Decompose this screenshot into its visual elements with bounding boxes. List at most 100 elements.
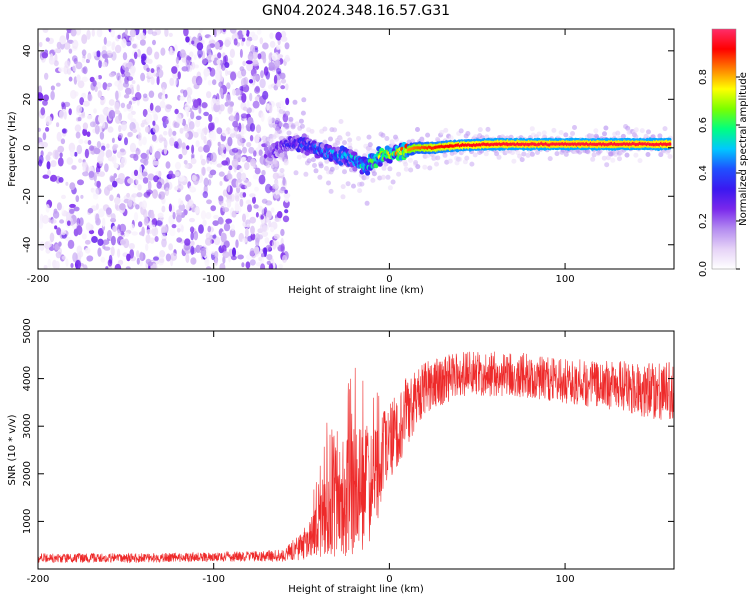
heatmap-noise-cell: [102, 239, 110, 245]
heatmap-noise-cell: [124, 232, 130, 237]
heatmap-noise-cell: [115, 90, 119, 101]
heatmap-noise-cell: [207, 225, 212, 233]
heatmap-noise-cell: [154, 105, 162, 113]
heatmap-noise-cell: [261, 198, 268, 204]
heatmap-noise-cell: [72, 39, 79, 49]
heatmap-halo-cell: [296, 154, 302, 160]
heatmap-noise-cell: [59, 35, 67, 45]
heatmap-noise-cell: [120, 198, 124, 205]
heatmap-noise-cell: [82, 66, 88, 75]
heatmap-halo-cell: [620, 133, 626, 139]
heatmap-noise-cell: [241, 37, 246, 42]
heatmap-noise-cell: [284, 42, 290, 50]
heatmap-halo-cell: [415, 127, 420, 132]
heatmap-noise-cell: [44, 72, 49, 80]
heatmap-noise-cell: [242, 29, 247, 36]
heatmap-noise-cell: [158, 170, 162, 178]
heatmap-halo-cell: [458, 128, 464, 134]
spectrogram-x-tick-label: -200: [27, 274, 50, 285]
heatmap-noise-cell: [189, 217, 195, 223]
colorbar-tick-label: 0.4: [698, 165, 709, 181]
heatmap-noise-cell: [152, 160, 160, 166]
heatmap-halo-cell: [511, 158, 517, 164]
heatmap-noise-cell: [204, 257, 210, 267]
heatmap-noise-cell: [154, 150, 161, 160]
heatmap-noise-cell: [147, 29, 154, 35]
heatmap-noise-cell: [68, 76, 73, 82]
heatmap-halo-cell: [603, 125, 609, 131]
heatmap-halo-cell: [384, 136, 390, 141]
heatmap-halo-cell: [477, 127, 483, 133]
heatmap-noise-cell: [146, 46, 153, 56]
heatmap-noise-cell: [216, 59, 221, 65]
heatmap-halo-cell: [427, 165, 433, 171]
heatmap-halo-cell: [464, 155, 470, 161]
heatmap-noise-cell: [176, 184, 184, 191]
heatmap-noise-cell: [119, 148, 125, 153]
heatmap-noise-cell: [190, 245, 195, 255]
heatmap-noise-cell: [79, 217, 84, 227]
heatmap-noise-cell: [75, 29, 82, 36]
heatmap-noise-cell: [155, 220, 163, 226]
heatmap-noise-cell: [193, 231, 199, 241]
heatmap-signal-cell: [301, 133, 307, 139]
heatmap-noise-cell: [124, 137, 128, 146]
heatmap-noise-cell: [156, 75, 160, 86]
heatmap-noise-cell: [262, 90, 269, 100]
heatmap-noise-cell: [147, 261, 154, 267]
heatmap-noise-cell: [121, 73, 126, 78]
heatmap-noise-cell: [281, 105, 287, 110]
heatmap-noise-cell: [229, 228, 236, 238]
heatmap-noise-cell: [39, 220, 44, 230]
heatmap-noise-cell: [254, 96, 260, 102]
heatmap-noise-cell: [95, 203, 99, 210]
heatmap-noise-cell: [129, 142, 137, 153]
heatmap-noise-cell: [206, 139, 212, 149]
heatmap-noise-cell: [128, 36, 135, 42]
snr-panel: -200 -100 0 100 1000 2000 3000 4000 5000 Height…: [7, 318, 675, 595]
heatmap-noise-cell: [200, 166, 207, 176]
spectrogram-x-ticks: -200 -100 0 100: [27, 29, 575, 285]
heatmap-noise-cell: [124, 87, 132, 95]
heatmap-noise-cell: [88, 229, 95, 235]
heatmap-noise-cell: [250, 233, 256, 241]
heatmap-noise-cell: [70, 89, 77, 99]
heatmap-noise-cell: [177, 71, 181, 80]
heatmap-noise-cell: [100, 256, 106, 263]
heatmap-noise-cell: [282, 215, 290, 223]
heatmap-halo-cell: [278, 122, 284, 128]
heatmap-halo-cell: [275, 117, 281, 123]
heatmap-noise-cell: [75, 259, 81, 269]
heatmap-noise-cell: [154, 236, 159, 242]
heatmap-noise-cell: [71, 165, 77, 170]
heatmap-noise-cell: [285, 97, 290, 106]
heatmap-halo-cell: [334, 165, 340, 171]
heatmap-noise-cell: [141, 200, 147, 210]
heatmap-noise-cell: [219, 181, 223, 186]
heatmap-noise-cell: [249, 92, 253, 102]
heatmap-halo-cell: [624, 152, 630, 158]
heatmap-noise-cell: [210, 152, 217, 163]
heatmap-halo-cell: [312, 163, 317, 168]
heatmap-noise-cell: [203, 135, 207, 144]
heatmap-noise-cell: [61, 205, 65, 214]
heatmap-noise-cell: [110, 213, 116, 221]
heatmap-noise-cell: [70, 263, 74, 268]
heatmap-noise-cell: [126, 253, 131, 262]
snr-frame: [37, 330, 675, 570]
heatmap-noise-cell: [222, 29, 226, 33]
heatmap-noise-cell: [114, 197, 121, 205]
heatmap-noise-cell: [62, 128, 67, 134]
heatmap-noise-cell: [97, 90, 103, 99]
heatmap-noise-cell: [207, 80, 212, 86]
heatmap-noise-cell: [255, 133, 261, 140]
heatmap-halo-cell: [272, 159, 278, 164]
spectrogram-x-tick-label: -100: [202, 274, 225, 285]
heatmap-noise-cell: [240, 77, 247, 88]
heatmap-halo-cell: [570, 131, 575, 136]
heatmap-halo-cell: [356, 136, 361, 141]
heatmap-noise-cell: [196, 42, 204, 51]
heatmap-noise-cell: [87, 114, 93, 120]
heatmap-noise-cell: [268, 62, 275, 68]
